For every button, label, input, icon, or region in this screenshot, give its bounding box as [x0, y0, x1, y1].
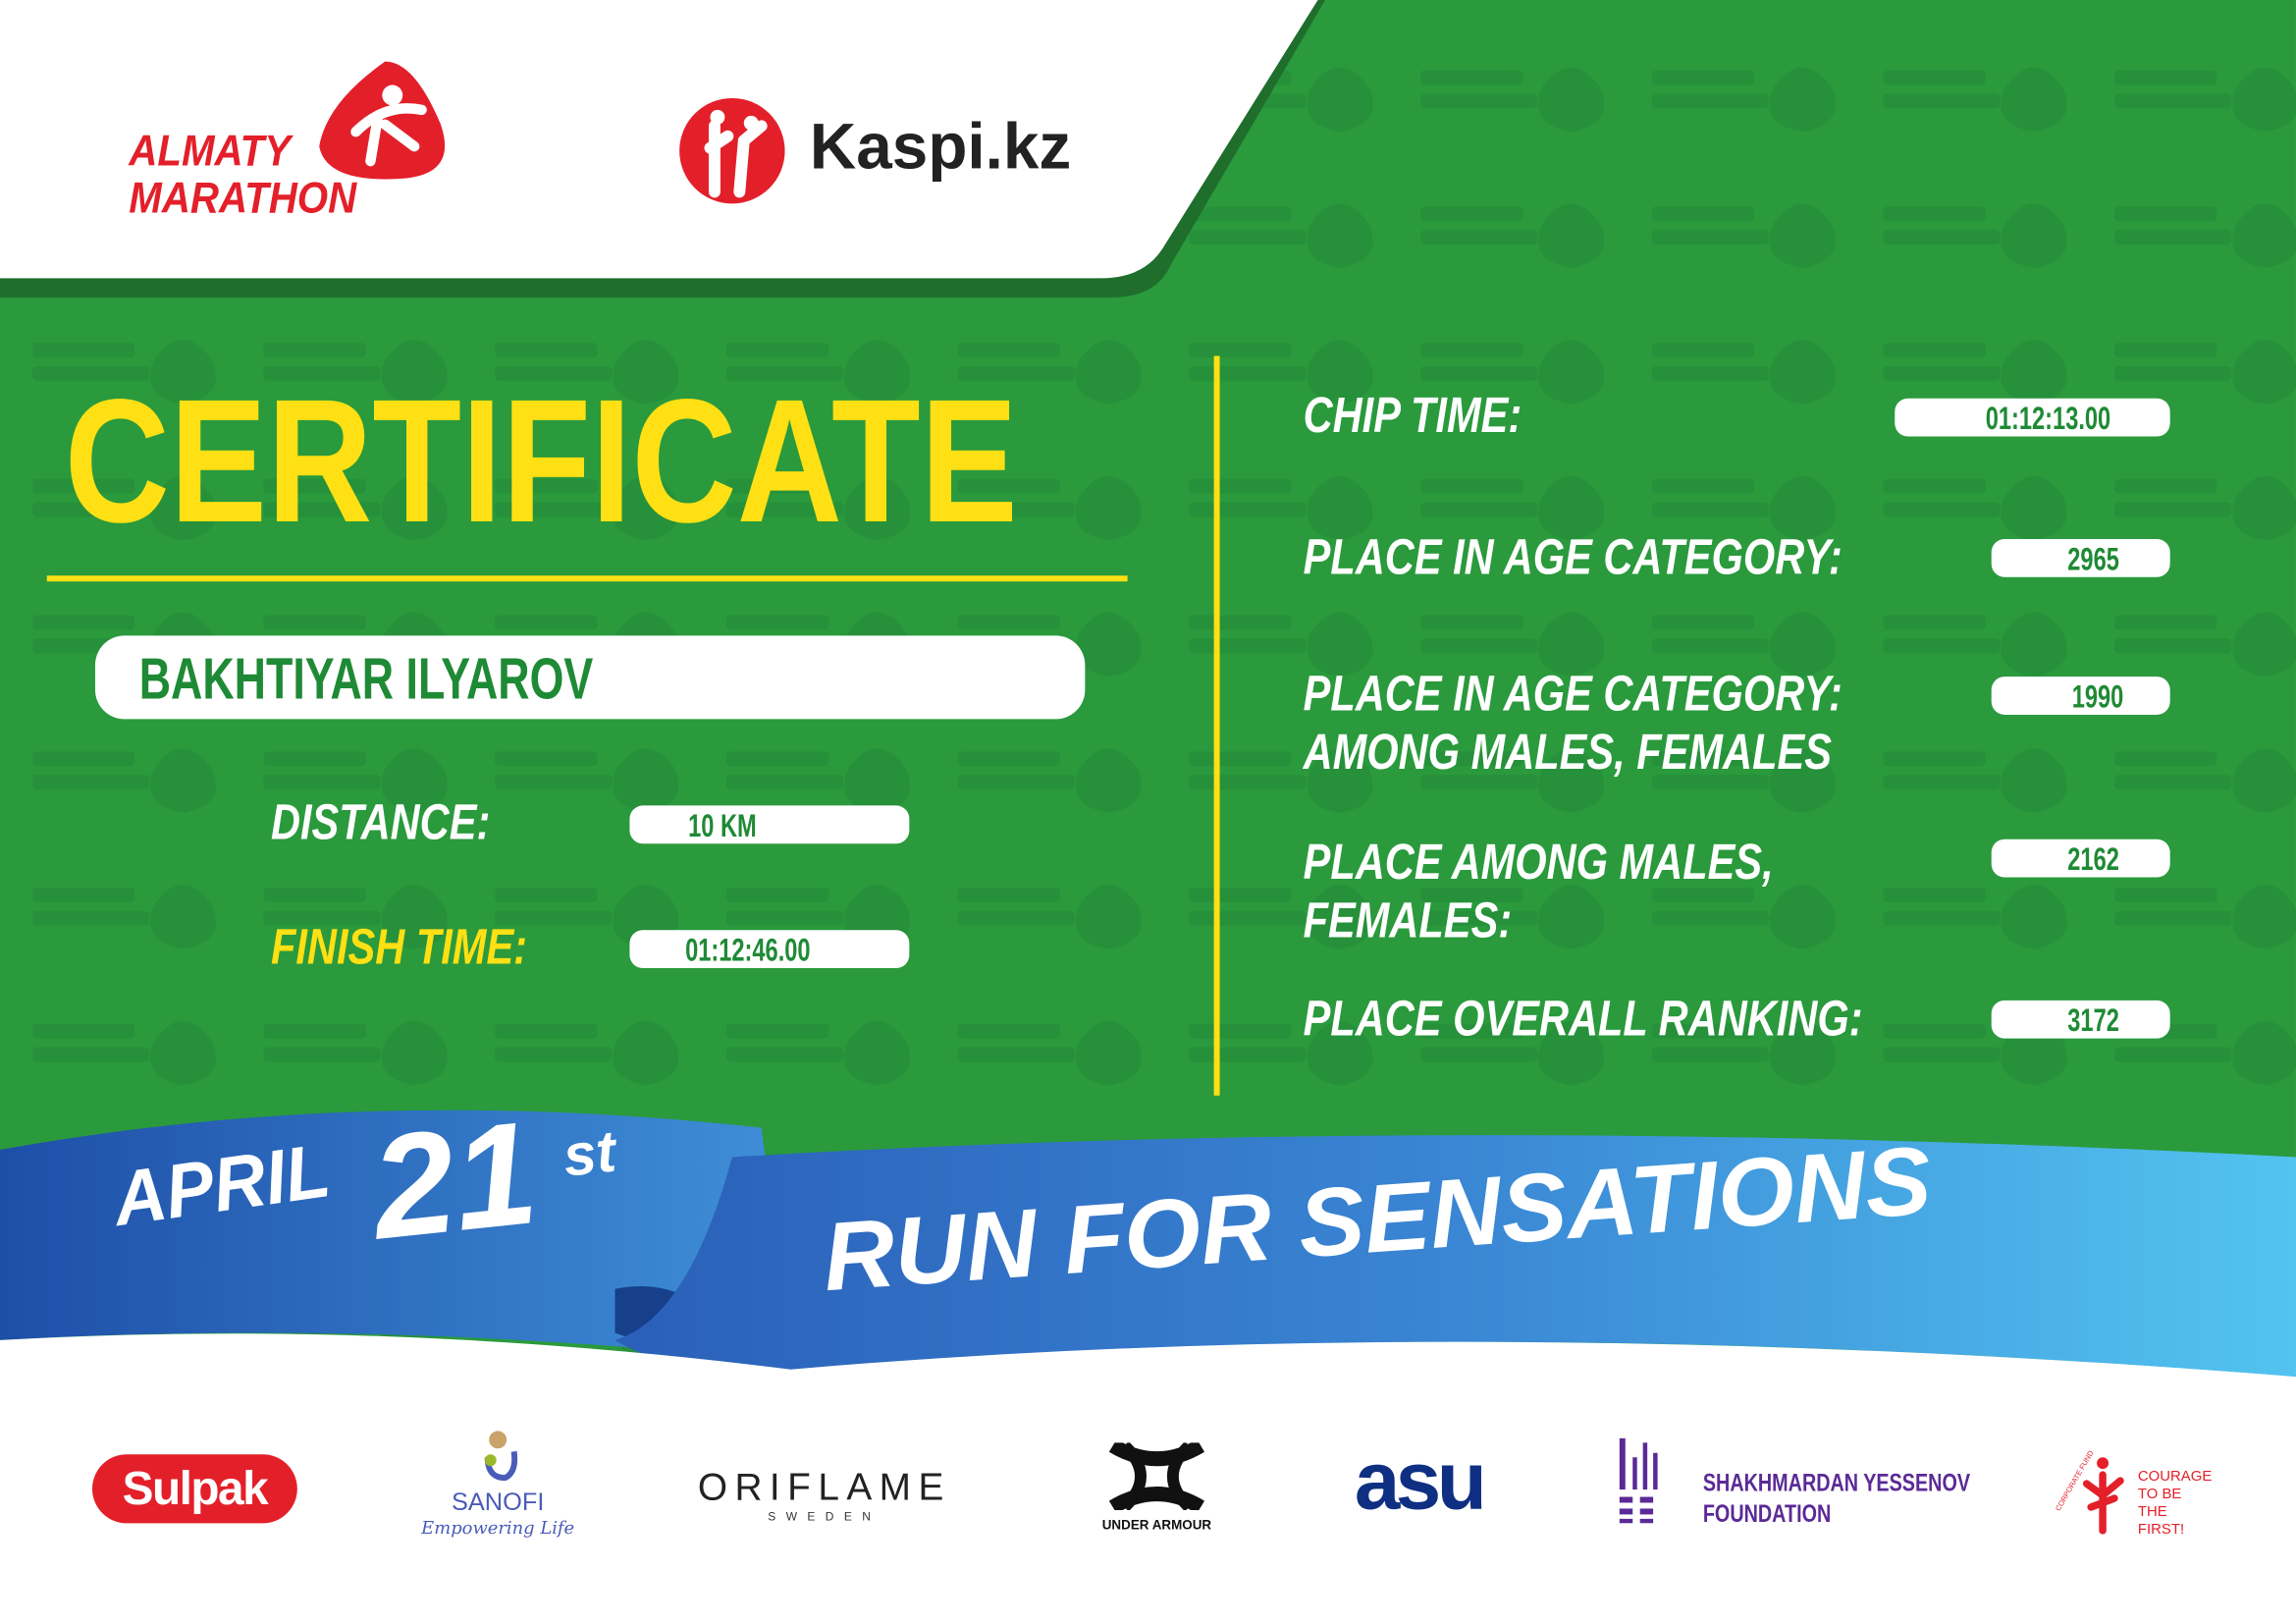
- result-value-box: 2162: [1991, 839, 2170, 878]
- distance-box: 10 KM: [629, 805, 910, 844]
- finish-time-value: 01:12:46.00: [685, 931, 811, 969]
- result-label: PLACE IN AGE CATEGORY:: [1303, 666, 1842, 723]
- result-label: CHIP TIME:: [1303, 388, 1522, 444]
- yessenov-line1: SHAKHMARDAN YESSENOV: [1702, 1469, 1971, 1497]
- certificate-title: CERTIFICATE: [64, 362, 1018, 560]
- oriflame-name: ORIFLAME: [697, 1464, 951, 1509]
- logo-line1: ALMATY: [129, 127, 292, 177]
- courage-runner-icon: [2082, 1457, 2124, 1535]
- sanofi-tagline: Empowering Life: [421, 1517, 575, 1539]
- result-label: PLACE AMONG MALES,: [1303, 835, 1774, 891]
- sulpak-logo: Sulpak: [91, 1454, 297, 1524]
- under-armour-text: UNDER ARMOUR: [1101, 1517, 1212, 1533]
- result-label: PLACE IN AGE CATEGORY:: [1303, 529, 1842, 586]
- yessenov-line2: FOUNDATION: [1702, 1499, 1832, 1528]
- under-armour-icon: [1108, 1438, 1205, 1514]
- result-label: FEMALES:: [1303, 893, 1513, 949]
- result-value: 01:12:13.00: [1985, 400, 2111, 437]
- under-armour-logo: UNDER ARMOUR: [1076, 1438, 1237, 1533]
- result-value-box: 2965: [1991, 538, 2170, 577]
- participant-name: BAKHTIYAR ILYAROV: [138, 647, 594, 712]
- sanofi-name: SANOFI: [451, 1488, 545, 1516]
- result-value-box: 1990: [1991, 677, 2170, 715]
- kaspi-icon: [679, 97, 785, 204]
- result-value-box: 3172: [1991, 1000, 2170, 1039]
- yessenov-logo: SHAKHMARDAN YESSENOV FOUNDATION: [1618, 1435, 1971, 1528]
- ribbon-suffix: st: [560, 1119, 619, 1190]
- distance-value: 10 KM: [688, 806, 757, 844]
- result-value: 2965: [2067, 540, 2119, 577]
- kaspi-wordmark: Kaspi.kz: [809, 111, 1072, 184]
- sanofi-icon: [484, 1431, 518, 1482]
- oriflame-sub: SWEDEN: [768, 1509, 881, 1524]
- sulpak-text: Sulpak: [122, 1461, 269, 1515]
- distance-label: DISTANCE:: [270, 794, 491, 851]
- kaspi-logo: Kaspi.kz: [678, 96, 1074, 206]
- almaty-marathon-logo: ALMATY MARATHON: [129, 59, 458, 235]
- courage-line1: COURAGE: [2137, 1469, 2213, 1486]
- sanofi-logo: SANOFI Empowering Life: [417, 1428, 578, 1538]
- result-value-box: 01:12:13.00: [1895, 398, 2170, 437]
- result-value: 2162: [2067, 840, 2119, 878]
- asu-logo: asu: [1354, 1434, 1487, 1527]
- oriflame-logo: ORIFLAME SWEDEN: [691, 1465, 957, 1524]
- result-label: PLACE OVERALL RANKING:: [1303, 991, 1863, 1048]
- participant-name-box: BAKHTIYAR ILYAROV: [94, 635, 1086, 720]
- result-label: AMONG MALES, FEMALES: [1303, 725, 1832, 782]
- finish-time-label: FINISH TIME:: [270, 919, 528, 976]
- finish-time-box: 01:12:46.00: [629, 930, 910, 969]
- runner-drop-icon: [319, 61, 446, 180]
- courage-line3: THE FIRST!: [2137, 1503, 2185, 1539]
- ribbon-day: 21: [364, 1090, 545, 1272]
- courage-line2: TO BE: [2137, 1487, 2182, 1503]
- result-value: 3172: [2067, 1001, 2119, 1039]
- courage-fund-logo: CORPORATE FUND COURAGE TO BE THE FIRST!: [2055, 1442, 2216, 1538]
- logo-line2: MARATHON: [129, 174, 357, 223]
- result-value: 1990: [2071, 677, 2124, 715]
- yessenov-icon: [1619, 1437, 1658, 1524]
